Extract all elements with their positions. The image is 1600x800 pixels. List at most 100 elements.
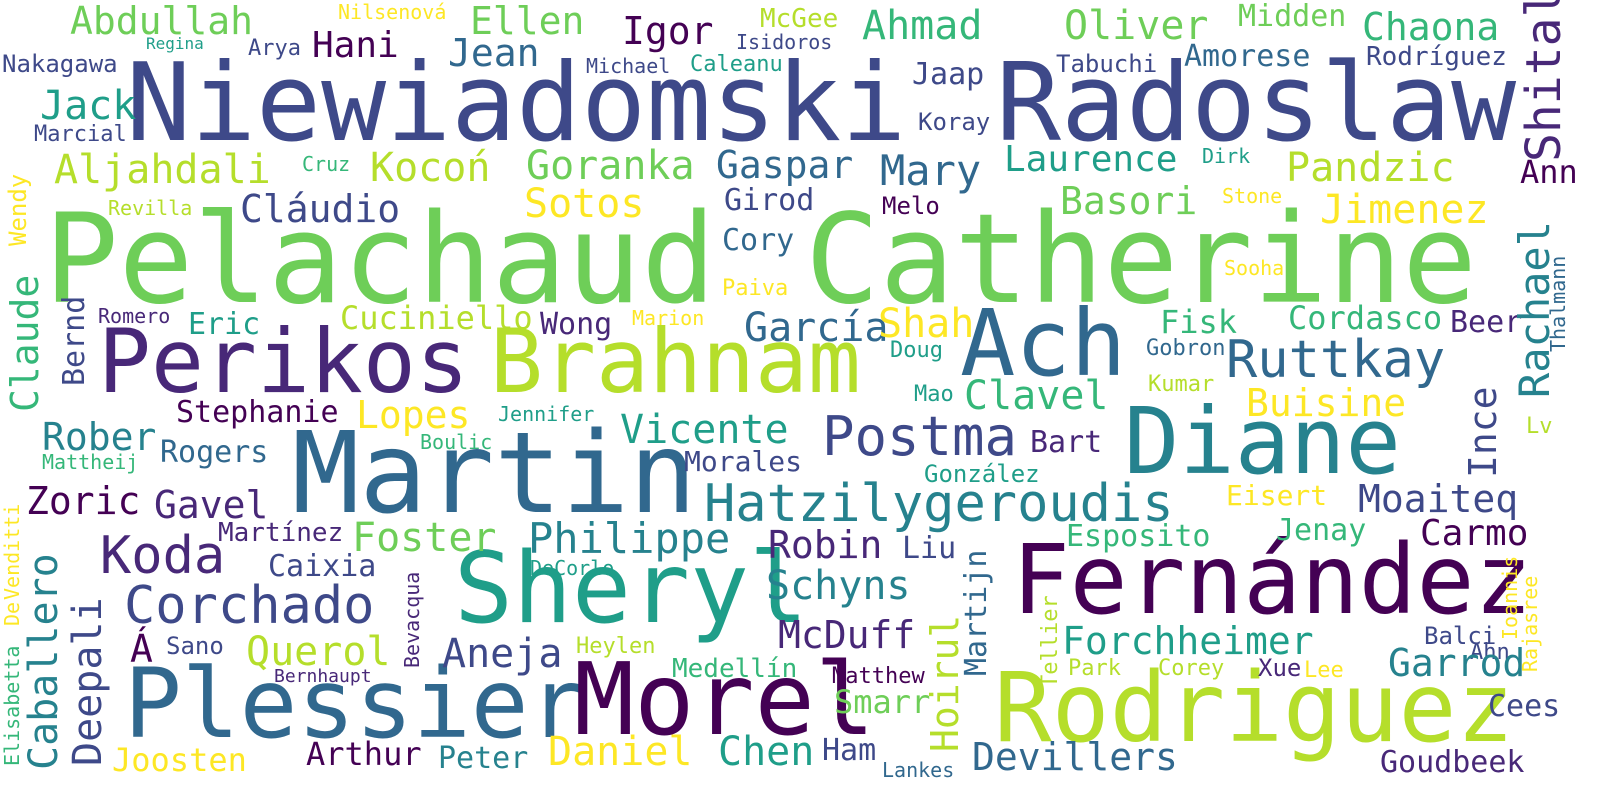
word-deepali: Deepali	[65, 597, 111, 766]
word-rodriguez: Rodriguez	[994, 652, 1515, 764]
word-chen: Chen	[718, 729, 815, 775]
word-melo: Melo	[882, 192, 940, 220]
word-jennifer: Jennifer	[498, 402, 595, 426]
word-eisert: Eisert	[1226, 479, 1328, 512]
word-zoric: Zoric	[26, 479, 141, 523]
word-buisine: Buisine	[1246, 381, 1407, 425]
word-aneja: Aneja	[442, 631, 563, 677]
word-carmo: Carmo	[1420, 513, 1529, 554]
word-peter: Peter	[438, 741, 529, 776]
word-mary: Mary	[880, 146, 982, 195]
word-radoslaw: Radoslaw	[996, 41, 1517, 166]
word-jean: Jean	[448, 31, 540, 75]
word-tabuchi: Tabuchi	[1056, 50, 1158, 78]
word-aljahdali: Aljahdali	[54, 147, 271, 193]
word-wendy: Wendy	[4, 173, 32, 246]
word-lankes: Lankes	[882, 758, 955, 782]
word-cordasco: Cordasco	[1288, 299, 1443, 337]
word-liu: Liu	[902, 531, 957, 566]
word-decorlo: DeCorlo	[530, 556, 615, 580]
word-romero: Romero	[98, 304, 171, 328]
word-isidoros: Isidoros	[736, 30, 833, 54]
word-doug: Doug	[890, 338, 943, 363]
word-garrod: Garrod	[1388, 641, 1526, 685]
word-eric: Eric	[188, 307, 261, 342]
word-a-accent: Á	[130, 627, 153, 671]
word-ahn: Ahn	[1470, 640, 1510, 665]
word-bart: Bart	[1030, 425, 1103, 460]
word-regina: Regina	[146, 34, 204, 53]
word-jack: Jack	[40, 83, 137, 129]
word-niewiadomski: Niewiadomski	[126, 41, 907, 166]
word-ann: Ann	[1520, 153, 1578, 191]
word-caixia: Caixia	[268, 549, 377, 584]
word-bernd: Bernd	[57, 295, 92, 386]
word-pelachaud: Pelachaud	[44, 188, 716, 332]
word-fisk: Fisk	[1160, 303, 1238, 341]
word-goranka: Goranka	[526, 143, 695, 189]
word-sooha: Sooha	[1224, 256, 1285, 280]
word-ioannis: Ioannis	[1498, 555, 1522, 640]
word-arya: Arya	[248, 36, 301, 61]
word-devillers: Devillers	[972, 735, 1178, 779]
word-claudio: Cláudio	[240, 187, 401, 231]
word-revilla: Revilla	[108, 196, 193, 220]
word-oliver: Oliver	[1064, 3, 1209, 49]
word-boulic: Boulic	[420, 430, 493, 454]
word-cruz: Cruz	[302, 152, 351, 176]
word-mao: Mao	[914, 382, 954, 407]
word-arthur: Arthur	[306, 735, 422, 773]
word-pandzic: Pandzic	[1286, 145, 1455, 191]
word-medellin: Medellín	[672, 654, 798, 684]
word-mcgee: McGee	[760, 4, 839, 34]
word-kocon: Kocoń	[370, 145, 491, 191]
word-kumar: Kumar	[1148, 372, 1215, 397]
word-corey: Corey	[1158, 656, 1225, 681]
word-rober: Rober	[42, 415, 157, 459]
word-gonzalez: González	[924, 460, 1040, 488]
word-ach: Ach	[960, 290, 1127, 397]
word-dirk: Dirk	[1202, 144, 1251, 168]
word-heylen: Heylen	[576, 634, 656, 659]
word-sotos: Sotos	[524, 181, 645, 227]
word-plessier: Plessier	[124, 648, 587, 760]
word-lee: Lee	[1304, 658, 1344, 683]
word-de: De	[0, 601, 24, 626]
word-matthew: Matthew	[832, 664, 925, 689]
word-postma: Postma	[822, 405, 1018, 468]
word-wong: Wong	[540, 307, 613, 342]
word-stone: Stone	[1222, 184, 1283, 208]
word-morales: Morales	[684, 445, 803, 478]
word-midden: Midden	[1238, 0, 1347, 34]
word-koray: Koray	[918, 108, 991, 136]
word-jimenez: Jimenez	[1320, 187, 1489, 233]
word-bernhaupt: Bernhaupt	[274, 666, 372, 687]
word-vicente: Vicente	[620, 407, 789, 453]
word-garcia: García	[744, 305, 889, 351]
word-foster: Foster	[352, 515, 497, 561]
word-balci: Balci	[1424, 622, 1497, 650]
word-paiva: Paiva	[722, 276, 789, 301]
word-xue: Xue	[1258, 654, 1302, 682]
word-girod: Girod	[724, 183, 815, 218]
word-moaiteq: Moaiteq	[1358, 477, 1519, 521]
word-hatzilygeroudis: Hatzilygeroudis	[704, 474, 1174, 534]
word-stephanie: Stephanie	[176, 395, 339, 430]
word-jaap: Jaap	[912, 57, 985, 92]
word-rodriguez-acc: Rodríguez	[1366, 42, 1507, 72]
word-nilsenova: Nilsenová	[338, 0, 447, 24]
word-martijn: Martijn	[959, 549, 994, 676]
word-sheryl: Sheryl	[454, 532, 809, 646]
word-beer: Beer	[1450, 305, 1523, 340]
word-corchado: Corchado	[124, 576, 375, 636]
word-perikos: Perikos	[98, 310, 469, 413]
word-shah: Shah	[878, 301, 975, 347]
word-cory: Cory	[722, 223, 795, 258]
word-hani: Hani	[312, 25, 399, 66]
word-basori: Basori	[1060, 179, 1198, 223]
word-lopes: Lopes	[356, 393, 471, 437]
word-cuciniello: Cuciniello	[340, 299, 533, 337]
word-marcial: Marcial	[34, 122, 127, 147]
word-shital: Shital	[1516, 0, 1572, 162]
